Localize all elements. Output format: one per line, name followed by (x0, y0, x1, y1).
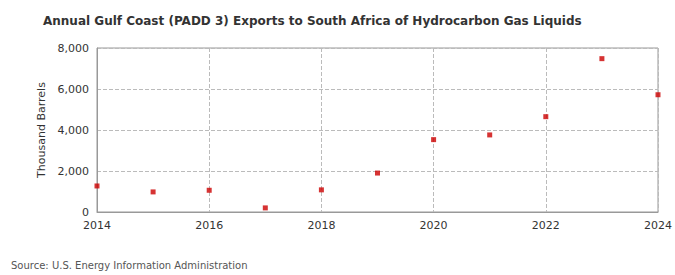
svg-text:Source: U.S. Energy Informatio: Source: U.S. Energy Information Administ… (11, 260, 248, 271)
svg-text:2024: 2024 (644, 219, 672, 232)
svg-text:8,000: 8,000 (58, 42, 90, 55)
svg-text:6,000: 6,000 (58, 83, 90, 96)
svg-text:0: 0 (82, 206, 89, 219)
svg-text:4,000: 4,000 (58, 124, 90, 137)
svg-text:2014: 2014 (83, 219, 111, 232)
svg-text:2020: 2020 (420, 219, 448, 232)
svg-text:2,000: 2,000 (58, 165, 90, 178)
svg-text:2022: 2022 (532, 219, 560, 232)
svg-text:2018: 2018 (307, 219, 335, 232)
svg-text:2016: 2016 (195, 219, 223, 232)
svg-text:Annual Gulf Coast (PADD 3) Exp: Annual Gulf Coast (PADD 3) Exports to So… (43, 14, 582, 28)
svg-text:Thousand Barrels: Thousand Barrels (35, 82, 48, 179)
